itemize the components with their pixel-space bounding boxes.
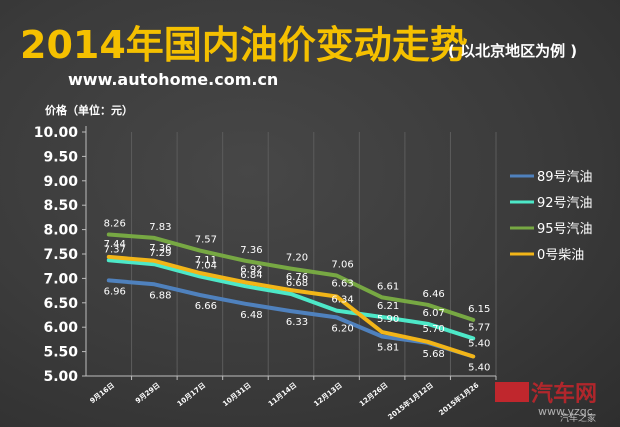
data-label: 6.63 [331,278,353,289]
data-label-layer: 6.96 6.88 6.66 6.48 6.33 6.20 5.81 5.68 5.40 7.37… [104,218,491,373]
y-tick-label: 8.50 [43,198,78,214]
x-tick-label: 11月14日 [267,381,298,408]
watermark-brand: 汽车网 [531,381,597,407]
data-label: 5.70 [423,324,445,335]
y-tick-label: 6.00 [43,320,78,336]
data-label: 7.44 [104,239,126,250]
data-label: 7.36 [149,243,171,254]
y-tick-label: 5.00 [43,369,78,385]
data-label: 7.37 [104,244,126,255]
chart-title: 2014年国内油价变动走势 [20,23,468,67]
data-label: 6.34 [331,295,353,306]
data-label: 6.61 [377,281,399,292]
data-label: 6.92 [240,264,262,275]
chart-subtitle: ( 以北京地区为例 ) [448,42,577,60]
y-tick-label: 6.50 [43,296,78,312]
data-label: 5.90 [377,314,399,325]
watermark: 汽车网 www.yzqc 汽车之家 [495,381,597,424]
x-tick-label: 12月26日 [358,381,389,408]
data-label: 6.68 [286,278,308,289]
data-label: 5.81 [377,342,399,353]
data-label: 8.26 [104,218,126,229]
data-label: 7.11 [195,255,217,266]
source-url: www.autohome.com.cn [68,70,278,89]
series-layer [106,232,476,359]
data-label: 6.07 [423,308,445,319]
x-tick-label: 9月16日 [89,381,116,405]
legend: 89号汽油 92号汽油 95号汽油 0号柴油 [510,170,593,263]
data-label: 5.77 [468,322,490,333]
y-tick-label: 10.00 [34,125,79,141]
data-label: 6.48 [240,310,262,321]
data-label: 6.21 [377,301,399,312]
data-label: 7.57 [195,235,217,246]
x-tick-label: 10月17日 [176,381,207,408]
x-tick-label: 12月13日 [312,381,343,408]
y-tick-label: 9.50 [43,149,78,165]
watermark-site: www.yzqc [538,405,593,418]
data-label: 7.36 [240,245,262,256]
grid-layer [131,132,497,376]
data-label: 5.40 [468,362,490,373]
data-label: 6.33 [286,317,308,328]
watermark-logo-badge [495,382,529,402]
x-tick-label: 10月31日 [221,381,252,408]
data-label: 6.76 [286,272,308,283]
data-label: 6.15 [468,304,490,315]
y-axis-label: 价格（单位：元） [45,103,133,117]
watermark-small: 汽车之家 [560,412,596,424]
series-line [106,278,476,359]
data-label: 6.96 [104,286,126,297]
y-tick-label: 9.00 [43,174,78,190]
data-label: 6.20 [331,323,353,334]
data-label: 5.68 [423,349,445,360]
y-tick-label: 7.00 [43,271,78,287]
data-label: 6.88 [149,290,171,301]
series-line [106,254,476,359]
x-tick-label: 2015年1月12日 [386,380,435,421]
legend-label: 95号汽油 [537,222,593,237]
series-line [106,232,476,322]
data-label: 6.66 [195,301,217,312]
data-label: 7.83 [149,222,171,233]
axis-layer: 5.00 5.50 6.00 6.50 7.00 7.50 8.00 8.50 9.00 9.50… [34,125,497,422]
data-label: 7.20 [286,253,308,264]
y-tick-label: 5.50 [43,345,78,361]
legend-label: 92号汽油 [537,196,593,211]
y-tick-label: 8.00 [43,223,78,239]
legend-label: 0号柴油 [537,248,584,263]
x-tick-label: 2015年1月26 [437,380,481,417]
data-label: 7.06 [331,259,353,270]
data-label: 7.29 [149,248,171,259]
series-line [106,258,476,341]
x-tick-label: 9月29日 [134,381,161,405]
data-label: 6.46 [423,289,445,300]
data-label: 5.40 [468,338,490,349]
data-label: 7.04 [195,260,217,271]
legend-label: 89号汽油 [537,170,593,185]
data-label: 6.84 [240,270,262,281]
y-tick-label: 7.50 [43,247,78,263]
